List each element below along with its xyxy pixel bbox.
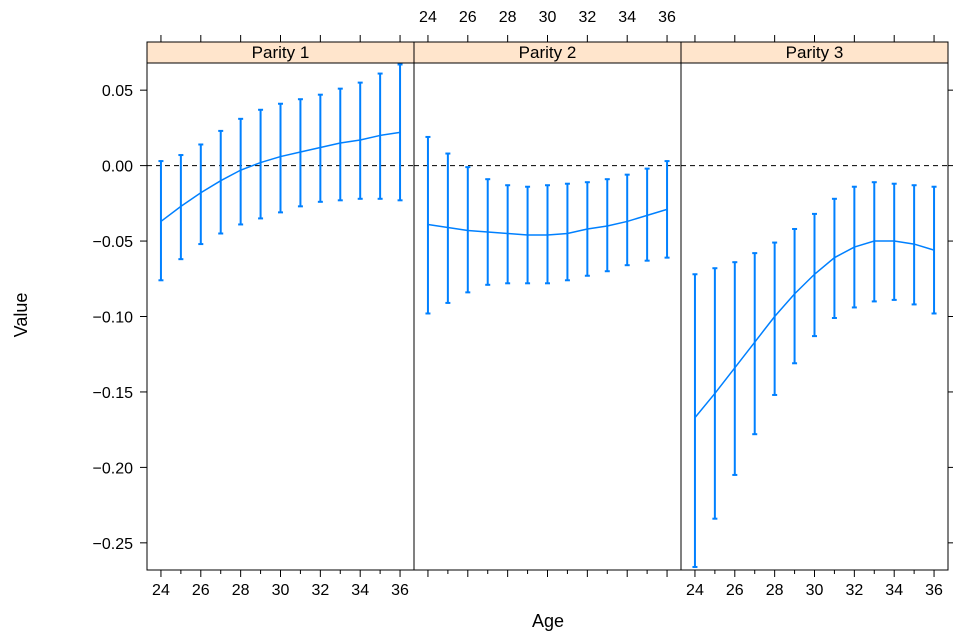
x-tick-label: 24	[686, 582, 704, 599]
x-tick-label: 30	[272, 582, 290, 599]
x-tick-label: 24	[152, 582, 170, 599]
series-line	[427, 208, 668, 236]
x-axis-title: Age	[532, 611, 564, 631]
axes-layer: 24 26 28 30 32 34 36 24 26 28 30 32 34 36 24 26 28 30 32 34…	[93, 9, 953, 599]
x-tick-label-top: 26	[459, 9, 477, 26]
panel-title: Parity 1	[252, 43, 310, 62]
panels-layer: Parity 1 Parity 2 Parity 3	[146, 41, 949, 571]
x-tick-label: 30	[806, 582, 824, 599]
y-tick-label: 0.00	[102, 159, 133, 176]
series-line	[694, 240, 935, 419]
panel-title: Parity 3	[786, 43, 844, 62]
series-line	[160, 131, 401, 223]
y-axis-title: Value	[11, 293, 31, 338]
y-tick-label: −0.15	[93, 385, 134, 402]
x-tick-label: 34	[351, 582, 369, 599]
x-tick-label-top: 32	[578, 9, 596, 26]
x-tick-label: 34	[885, 582, 903, 599]
x-tick-label: 36	[925, 582, 943, 599]
y-tick-label: −0.05	[93, 234, 134, 251]
panel-data	[692, 181, 937, 568]
y-tick-label: −0.25	[93, 536, 134, 553]
x-tick-label: 26	[192, 582, 210, 599]
y-tick-label: 0.05	[102, 83, 133, 100]
y-tick-label: −0.20	[93, 460, 134, 477]
x-tick-label-top: 34	[618, 9, 636, 26]
x-tick-label-top: 36	[658, 9, 676, 26]
x-tick-label: 28	[232, 582, 250, 599]
x-tick-label: 36	[391, 582, 409, 599]
x-tick-label-top: 30	[539, 9, 557, 26]
panel-data	[425, 135, 670, 315]
x-tick-label-top: 24	[419, 9, 437, 26]
panel-title: Parity 2	[519, 43, 577, 62]
x-tick-label: 32	[845, 582, 863, 599]
panel-3: Parity 3	[680, 41, 949, 571]
panel-2: Parity 2	[413, 41, 682, 571]
x-tick-label: 26	[726, 582, 744, 599]
panel-data	[158, 63, 403, 282]
panel-1: Parity 1	[146, 41, 415, 571]
x-tick-label-top: 28	[499, 9, 517, 26]
x-tick-label: 28	[766, 582, 784, 599]
x-tick-label: 32	[311, 582, 329, 599]
y-tick-label: −0.10	[93, 310, 134, 327]
panel-border	[413, 62, 682, 571]
